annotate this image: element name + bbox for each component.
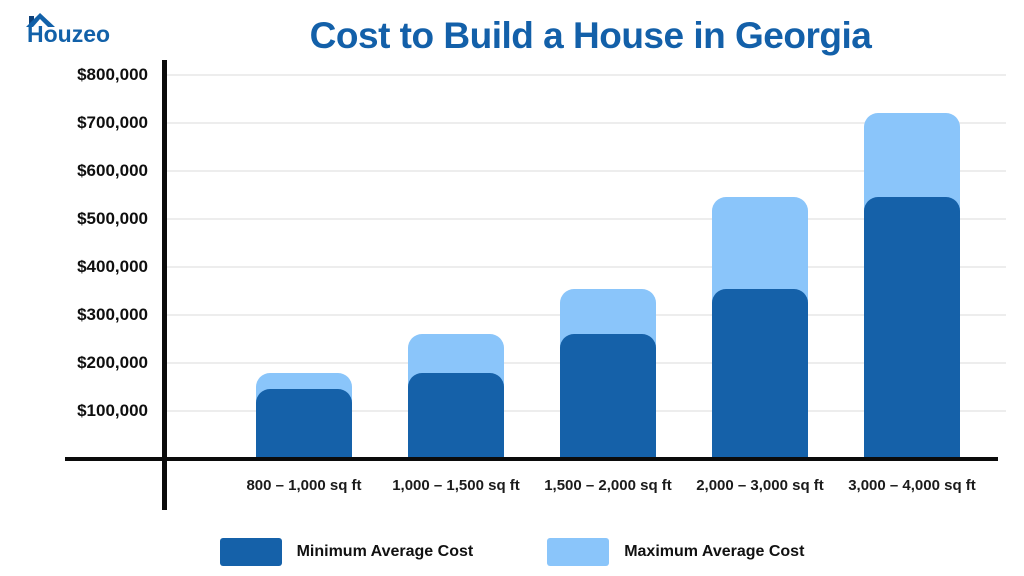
x-axis-label: 800 – 1,000 sq ft (246, 477, 362, 494)
y-axis-line (162, 60, 167, 510)
y-axis-label: $400,000 (77, 257, 148, 276)
houzeo-logo-text: Houzeo (27, 21, 110, 47)
y-axis-label: $100,000 (77, 401, 148, 420)
gridline (167, 266, 1006, 268)
chart-legend: Minimum Average Cost Maximum Average Cos… (0, 538, 1024, 566)
gridline (167, 170, 1006, 172)
x-axis-label: 1,500 – 2,000 sq ft (544, 477, 672, 494)
gridline (167, 122, 1006, 124)
min-bar-5 (864, 197, 960, 459)
legend-swatch-minimum (219, 538, 282, 566)
legend-item-minimum: Minimum Average Cost (219, 538, 474, 566)
y-axis-label: $600,000 (77, 161, 148, 180)
min-bar-3 (560, 334, 656, 459)
legend-swatch-maximum (547, 538, 610, 566)
legend-item-maximum: Maximum Average Cost (547, 538, 804, 566)
x-axis-label: 1,000 – 1,500 sq ft (392, 477, 520, 494)
x-axis-label: 3,000 – 4,000 sq ft (848, 477, 976, 494)
legend-label-maximum: Maximum Average Cost (624, 543, 805, 560)
y-axis-label: $800,000 (77, 65, 148, 84)
houzeo-logo: Houzeo (24, 8, 134, 50)
x-axis-label: 2,000 – 3,000 sq ft (696, 477, 824, 494)
min-bar-4 (712, 288, 808, 459)
gridline (167, 218, 1006, 220)
houzeo-house-icon: Houzeo (26, 13, 110, 47)
x-axis-line (65, 457, 998, 461)
gridline (167, 74, 1006, 76)
legend-label-minimum: Minimum Average Cost (296, 543, 474, 560)
y-axis-label: $700,000 (77, 113, 148, 132)
page-title: Cost to Build a House in Georgia (309, 15, 872, 56)
min-bar-2 (408, 372, 504, 459)
y-axis-label: $500,000 (77, 209, 148, 228)
y-axis-label: $200,000 (77, 353, 148, 372)
min-bar-1 (256, 389, 352, 459)
y-axis-label: $300,000 (77, 305, 148, 324)
